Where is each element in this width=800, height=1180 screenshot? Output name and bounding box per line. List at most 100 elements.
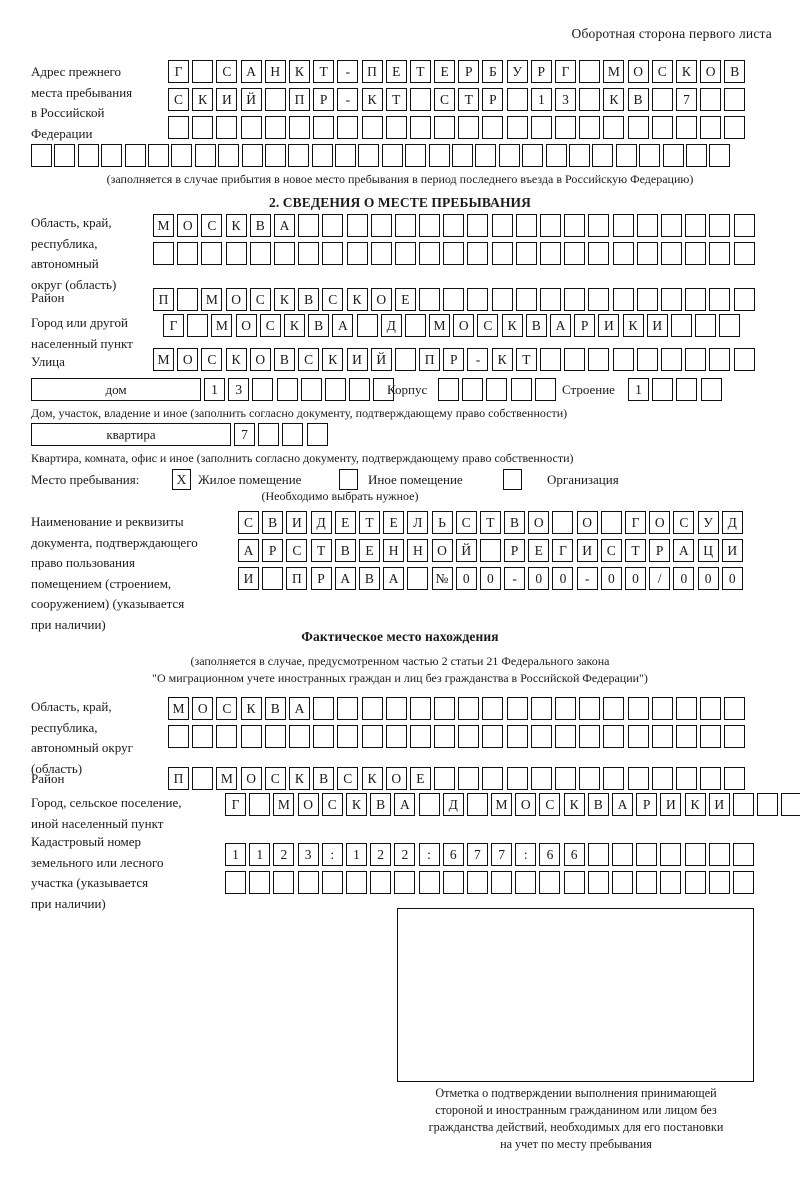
char-cell[interactable]: П [361, 60, 383, 83]
char-cell[interactable] [579, 88, 601, 111]
char-cell[interactable] [676, 378, 698, 401]
char-cell[interactable] [288, 725, 310, 748]
char-cell[interactable] [660, 288, 682, 311]
char-cell[interactable]: С [249, 288, 271, 311]
char-cell[interactable] [612, 242, 634, 265]
char-cell[interactable]: А [332, 314, 354, 337]
char-cell[interactable]: О [528, 511, 550, 534]
char-cell[interactable]: 1 [628, 378, 649, 401]
char-cell[interactable] [530, 767, 552, 790]
char-cell[interactable]: С [673, 511, 695, 534]
char-cell[interactable] [385, 116, 407, 139]
char-cell[interactable] [428, 144, 450, 167]
char-cell[interactable] [564, 288, 586, 311]
char-cell[interactable] [313, 697, 335, 720]
char-cell[interactable] [482, 767, 504, 790]
char-cell[interactable]: К [603, 88, 625, 111]
char-cell[interactable]: В [262, 511, 284, 534]
char-cell[interactable]: 7 [675, 88, 697, 111]
char-cell[interactable]: С [216, 697, 238, 720]
char-cell[interactable] [579, 725, 601, 748]
char-cell[interactable] [373, 378, 395, 401]
char-cell[interactable] [491, 214, 513, 237]
char-cell[interactable] [545, 144, 567, 167]
char-cell[interactable] [262, 567, 284, 590]
char-cell[interactable] [636, 242, 658, 265]
stay-option-residential-checkbox[interactable]: X [172, 469, 191, 490]
char-cell[interactable] [530, 116, 552, 139]
char-cell[interactable] [757, 793, 779, 816]
char-cell[interactable]: 1 [204, 378, 225, 401]
char-cell[interactable] [709, 242, 731, 265]
char-cell[interactable]: Р [458, 60, 480, 83]
char-cell[interactable] [685, 144, 707, 167]
char-cell[interactable]: С [201, 214, 223, 237]
char-cell[interactable] [491, 871, 513, 894]
char-cell[interactable] [515, 242, 537, 265]
char-cell[interactable] [443, 214, 465, 237]
char-cell[interactable] [346, 214, 368, 237]
char-cell[interactable] [708, 871, 730, 894]
char-cell[interactable] [685, 242, 707, 265]
char-cell[interactable]: Н [264, 60, 286, 83]
char-cell[interactable]: А [288, 697, 310, 720]
char-cell[interactable] [612, 871, 633, 894]
char-cell[interactable] [153, 242, 174, 265]
char-cell[interactable]: К [240, 697, 262, 720]
char-cell[interactable] [708, 843, 730, 866]
char-cell[interactable]: 6 [563, 843, 585, 866]
char-cell[interactable] [192, 725, 214, 748]
char-cell[interactable]: М [216, 767, 238, 790]
char-cell[interactable]: Г [163, 314, 184, 337]
char-cell[interactable] [443, 288, 465, 311]
char-cell[interactable]: 1 [345, 843, 367, 866]
char-cell[interactable]: - [337, 88, 359, 111]
char-cell[interactable] [276, 378, 298, 401]
char-cell[interactable] [462, 378, 484, 401]
char-cell[interactable] [588, 242, 610, 265]
char-cell[interactable]: О [177, 214, 199, 237]
char-cell[interactable] [564, 214, 586, 237]
char-cell[interactable]: Т [479, 511, 501, 534]
char-cell[interactable]: К [346, 288, 368, 311]
char-cell[interactable] [466, 871, 488, 894]
char-cell[interactable] [652, 378, 674, 401]
char-cell[interactable] [515, 214, 537, 237]
char-cell[interactable] [240, 116, 262, 139]
char-cell[interactable]: Д [721, 511, 743, 534]
char-cell[interactable] [498, 144, 520, 167]
char-cell[interactable] [603, 697, 625, 720]
char-cell[interactable] [216, 725, 238, 748]
char-cell[interactable]: О [177, 348, 199, 371]
char-cell[interactable]: К [491, 348, 513, 371]
char-cell[interactable]: А [383, 567, 405, 590]
char-cell[interactable]: И [346, 348, 368, 371]
char-cell[interactable]: А [334, 567, 356, 590]
char-cell[interactable] [675, 725, 697, 748]
char-cell[interactable] [438, 378, 459, 401]
char-cell[interactable]: Р [504, 539, 526, 562]
char-cell[interactable] [443, 242, 465, 265]
char-cell[interactable] [322, 214, 344, 237]
char-cell[interactable] [201, 242, 223, 265]
char-cell[interactable] [458, 697, 480, 720]
char-cell[interactable]: С [298, 348, 320, 371]
char-cell[interactable]: М [201, 288, 223, 311]
char-cell[interactable] [506, 697, 528, 720]
char-cell[interactable] [588, 214, 610, 237]
char-cell[interactable]: С [322, 288, 344, 311]
cadastral-row2[interactable] [225, 871, 757, 894]
char-cell[interactable]: О [700, 60, 722, 83]
char-cell[interactable]: Й [370, 348, 392, 371]
char-cell[interactable] [177, 242, 199, 265]
char-cell[interactable] [612, 288, 634, 311]
char-cell[interactable]: Т [385, 88, 407, 111]
char-cell[interactable] [288, 144, 310, 167]
char-cell[interactable]: С [337, 767, 359, 790]
char-cell[interactable]: Ц [697, 539, 719, 562]
char-cell[interactable] [434, 697, 456, 720]
char-cell[interactable]: В [249, 214, 271, 237]
char-cell[interactable]: Н [383, 539, 405, 562]
flat-field-label[interactable]: квартира [31, 423, 231, 446]
